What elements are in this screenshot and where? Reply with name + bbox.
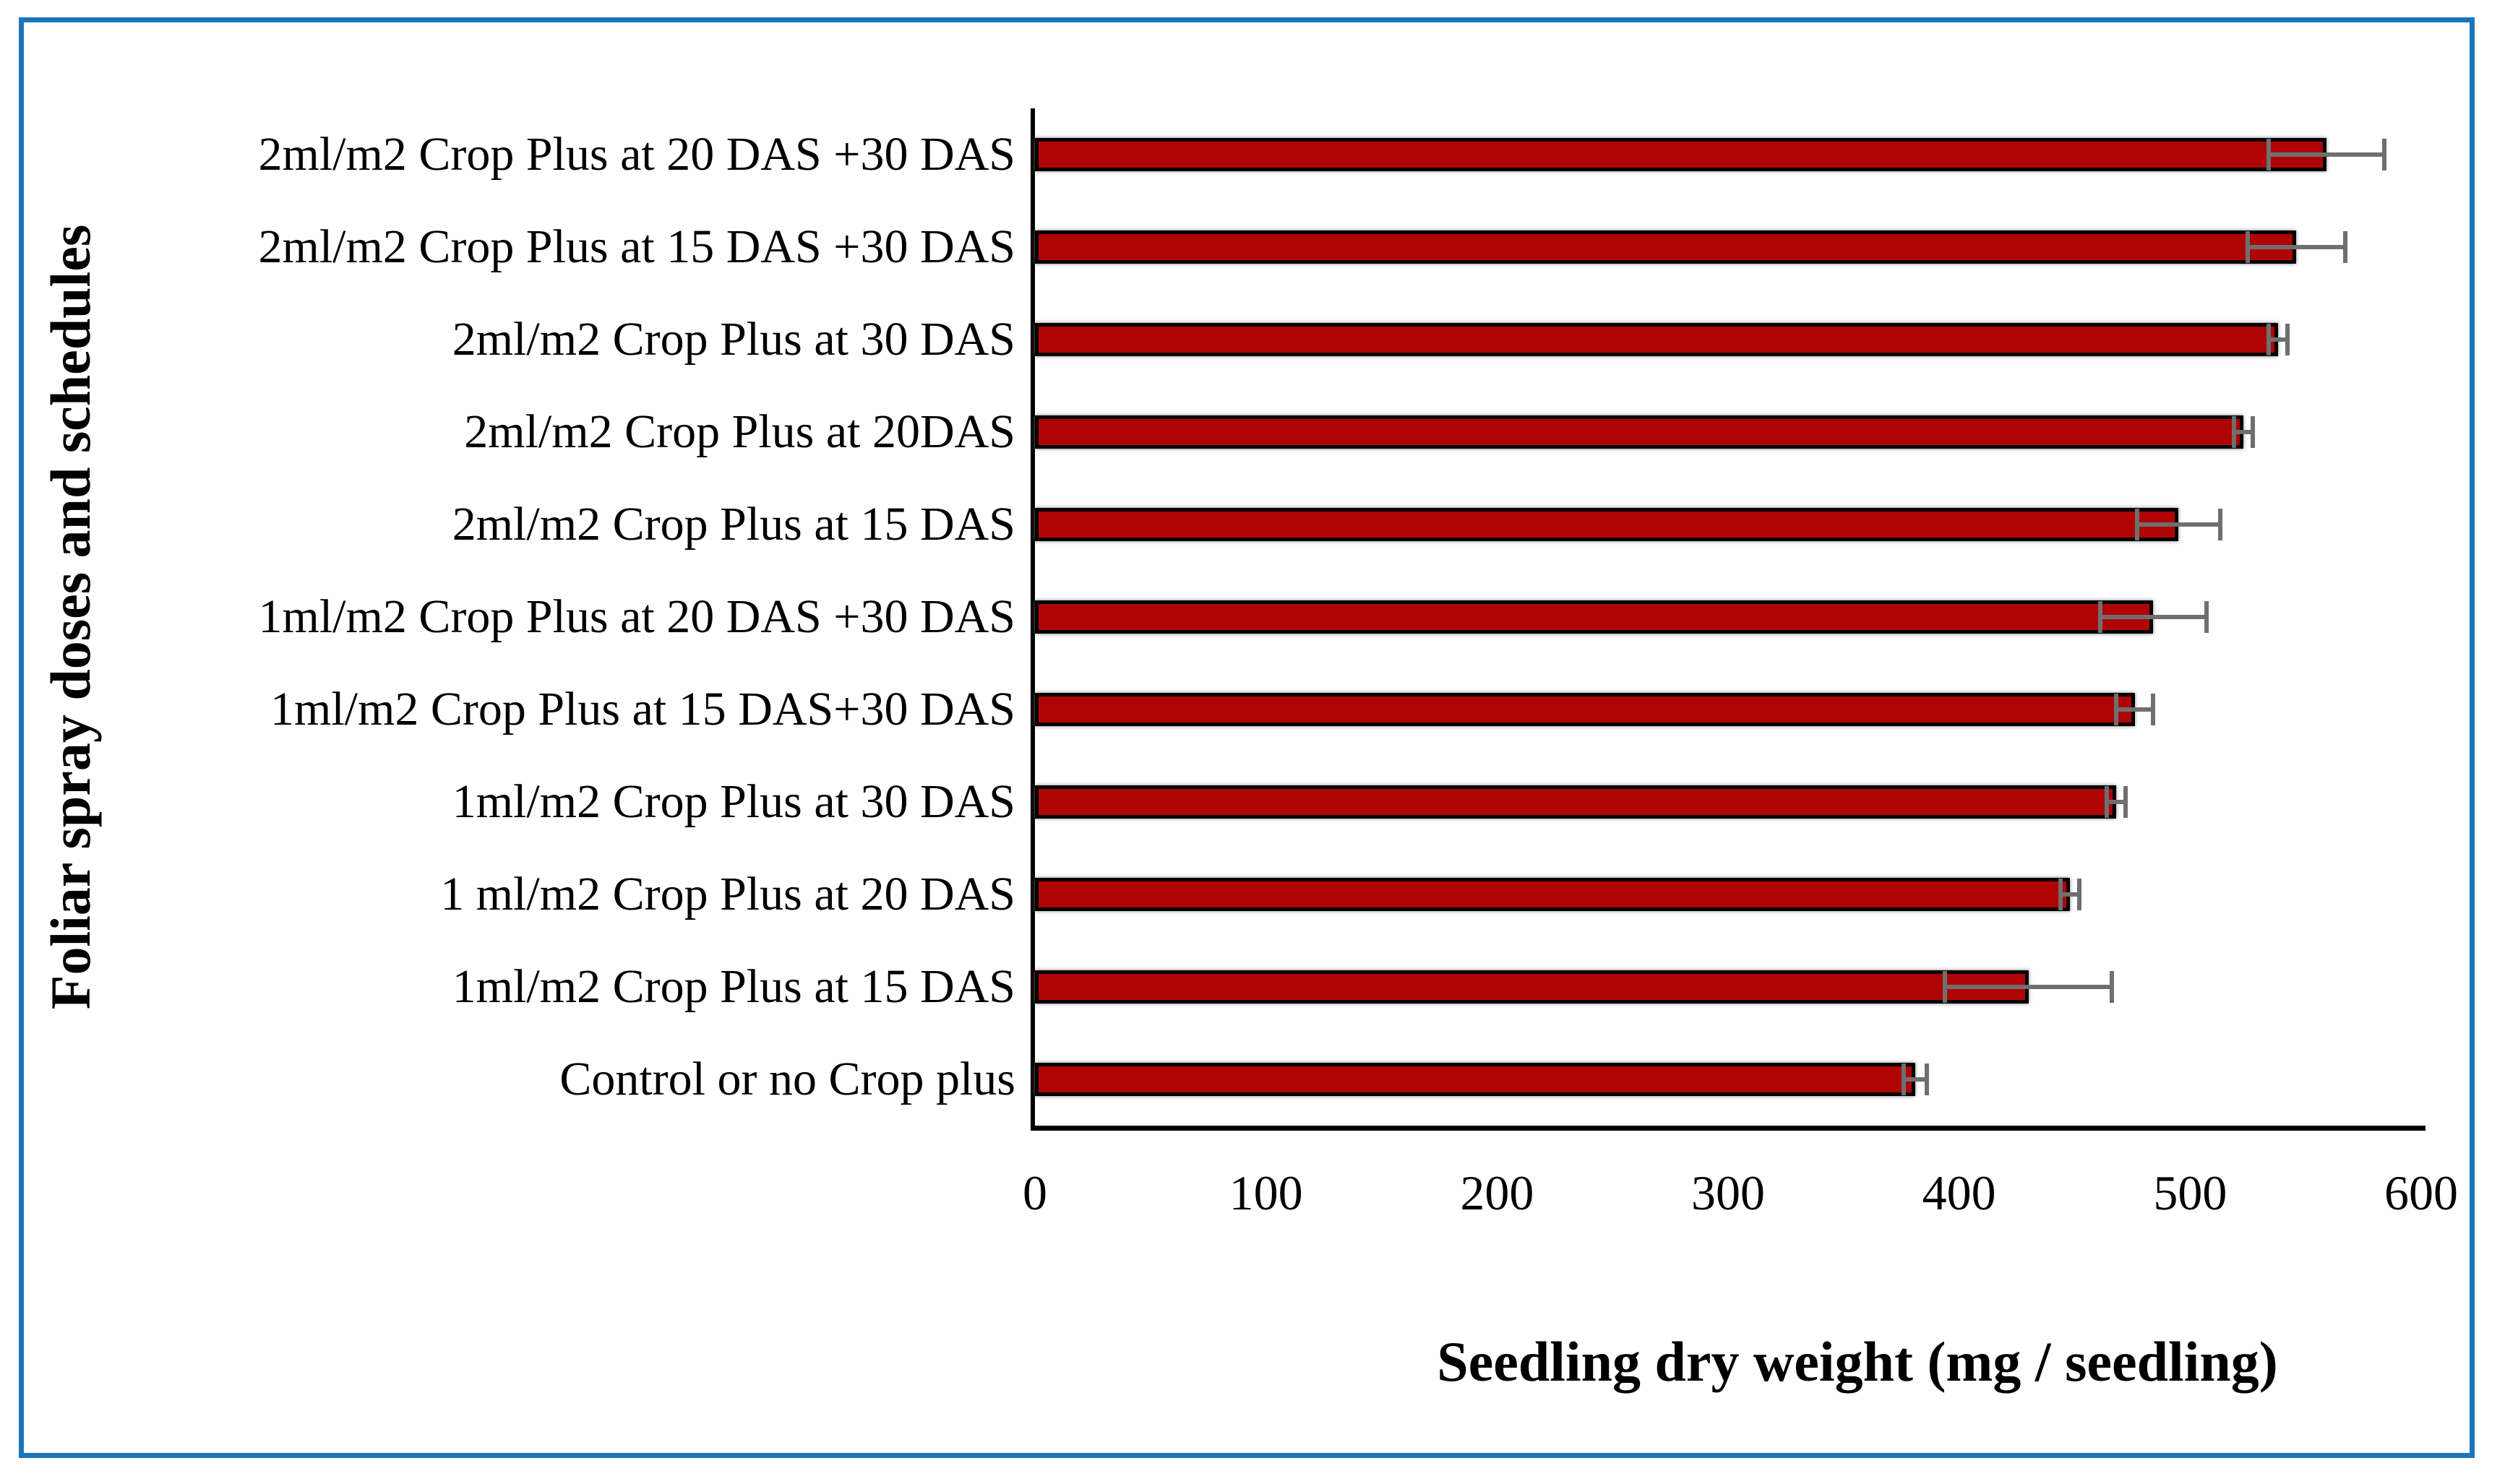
error-bar-cap-1-left bbox=[2246, 231, 2251, 263]
x-tick-label-500: 500 bbox=[2153, 1165, 2227, 1220]
error-bar-cap-6-right bbox=[2151, 694, 2156, 725]
category-label-4: 2ml/m2 Crop Plus at 15 DAS bbox=[452, 498, 1015, 551]
bar-5 bbox=[1035, 600, 2154, 634]
error-bar-cap-5-right bbox=[2204, 601, 2209, 633]
error-bar-cap-8-left bbox=[2058, 879, 2063, 910]
x-tick-label-0: 0 bbox=[1023, 1165, 1047, 1220]
bar-6 bbox=[1035, 693, 2135, 726]
error-bar-cap-4-left bbox=[2134, 509, 2139, 540]
bar-1 bbox=[1035, 230, 2297, 264]
category-label-8: 1 ml/m2 Crop Plus at 20 DAS bbox=[440, 868, 1015, 920]
x-axis-title: Seedling dry weight (mg / seedling) bbox=[1437, 1330, 2278, 1393]
error-bar-line-4 bbox=[2136, 522, 2220, 527]
x-axis-line bbox=[1031, 1126, 2425, 1131]
error-bar-line-10 bbox=[1903, 1077, 1927, 1082]
x-tick-label-200: 200 bbox=[1460, 1165, 1534, 1220]
error-bar-cap-10-right bbox=[1924, 1064, 1929, 1095]
bar-8 bbox=[1035, 878, 2071, 911]
category-label-9: 1ml/m2 Crop Plus at 15 DAS bbox=[452, 960, 1015, 1013]
error-bar-line-2 bbox=[2269, 337, 2287, 342]
category-label-3: 2ml/m2 Crop Plus at 20DAS bbox=[464, 405, 1015, 458]
error-bar-line-1 bbox=[2248, 245, 2345, 249]
error-bar-cap-5-left bbox=[2097, 601, 2102, 633]
bar-4 bbox=[1035, 508, 2179, 541]
error-bar-cap-3-right bbox=[2250, 416, 2255, 448]
x-tick-label-300: 300 bbox=[1691, 1165, 1765, 1220]
error-bar-line-5 bbox=[2100, 615, 2207, 619]
error-bar-cap-9-left bbox=[1943, 971, 1948, 1003]
bar-7 bbox=[1035, 785, 2117, 819]
error-bar-cap-9-right bbox=[2109, 971, 2114, 1003]
x-tick-label-100: 100 bbox=[1229, 1165, 1303, 1220]
category-label-0: 2ml/m2 Crop Plus at 20 DAS +30 DAS bbox=[258, 128, 1016, 181]
x-tick-label-600: 600 bbox=[2384, 1165, 2458, 1220]
error-bar-cap-0-right bbox=[2381, 139, 2386, 171]
y-axis-line bbox=[1031, 108, 1035, 1131]
bar-2 bbox=[1035, 323, 2278, 356]
bar-9 bbox=[1035, 970, 2029, 1004]
category-label-10: Control or no Crop plus bbox=[559, 1053, 1015, 1105]
category-label-1: 2ml/m2 Crop Plus at 15 DAS +30 DAS bbox=[258, 220, 1016, 273]
error-bar-cap-0-left bbox=[2266, 139, 2272, 171]
category-label-6: 1ml/m2 Crop Plus at 15 DAS+30 DAS bbox=[270, 683, 1015, 735]
error-bar-cap-10-left bbox=[1901, 1064, 1906, 1095]
error-bar-cap-1-right bbox=[2342, 231, 2347, 263]
category-label-7: 1ml/m2 Crop Plus at 30 DAS bbox=[452, 775, 1015, 828]
error-bar-cap-4-right bbox=[2217, 509, 2222, 540]
error-bar-cap-2-left bbox=[2266, 324, 2272, 355]
category-label-5: 1ml/m2 Crop Plus at 20 DAS +30 DAS bbox=[258, 590, 1016, 643]
bar-10 bbox=[1035, 1063, 1915, 1096]
error-bar-line-7 bbox=[2107, 800, 2126, 804]
error-bar-cap-7-left bbox=[2105, 786, 2110, 818]
error-bar-line-3 bbox=[2234, 430, 2253, 434]
error-bar-cap-8-right bbox=[2076, 879, 2081, 910]
error-bar-line-9 bbox=[1945, 985, 2112, 989]
error-bar-cap-6-left bbox=[2114, 694, 2119, 725]
error-bar-line-0 bbox=[2269, 152, 2384, 157]
error-bar-cap-3-left bbox=[2232, 416, 2237, 448]
y-axis-title: Foliar spray doses and schedules bbox=[39, 224, 102, 1010]
error-bar-cap-2-right bbox=[2285, 324, 2290, 355]
bar-0 bbox=[1035, 138, 2326, 171]
x-tick-label-400: 400 bbox=[1922, 1165, 1996, 1220]
error-bar-cap-7-right bbox=[2123, 786, 2128, 818]
category-label-2: 2ml/m2 Crop Plus at 30 DAS bbox=[452, 313, 1015, 366]
error-bar-line-6 bbox=[2116, 707, 2154, 712]
bar-3 bbox=[1035, 415, 2243, 449]
error-bar-line-8 bbox=[2061, 892, 2079, 897]
